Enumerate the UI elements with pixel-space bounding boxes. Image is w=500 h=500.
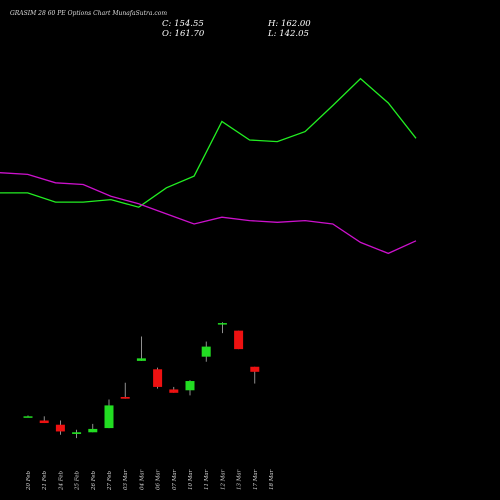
- x-tick-label: 06 Mar: [156, 469, 162, 490]
- candle-body: [217, 323, 227, 325]
- x-tick-label: 20 Feb: [26, 470, 32, 491]
- indicator-line-1: [0, 77, 417, 208]
- x-tick-label: 04 Mar: [139, 469, 145, 490]
- candle-body: [250, 366, 260, 372]
- x-tick-label: 03 Mar: [123, 469, 129, 490]
- open-value: O: 161.70: [162, 29, 205, 39]
- x-tick-label: 18 Mar: [269, 469, 275, 490]
- candle-body: [72, 432, 82, 434]
- candle-body: [120, 397, 130, 399]
- x-tick-label: 25 Feb: [75, 470, 81, 491]
- x-tick-label: 24 Feb: [58, 470, 64, 491]
- chart-title: GRASIM 28 60 PE Options Chart MunafaSutr…: [10, 10, 168, 17]
- candle-body: [23, 416, 33, 418]
- candle-body: [169, 389, 179, 393]
- low-value: L: 142.05: [268, 29, 309, 39]
- x-tick-label: 12 Mar: [220, 469, 226, 490]
- high-value: H: 162.00: [268, 19, 311, 29]
- candle-body: [234, 330, 244, 350]
- candle-body: [201, 346, 211, 357]
- x-tick-label: 07 Mar: [172, 469, 178, 490]
- candle-body: [55, 424, 65, 432]
- candle-body: [88, 428, 98, 433]
- candle-body: [104, 405, 114, 429]
- x-tick-label: 10 Mar: [188, 469, 194, 490]
- x-tick-label: 13 Mar: [237, 469, 243, 490]
- candle-body: [136, 358, 146, 361]
- x-tick-label: 17 Mar: [253, 469, 259, 490]
- candle-body: [153, 369, 163, 387]
- x-tick-label: 11 Mar: [204, 469, 210, 490]
- indicator-line-2: [0, 172, 417, 255]
- x-tick-label: 27 Feb: [107, 470, 113, 491]
- close-value: C: 154.55: [162, 19, 204, 29]
- x-tick-label: 26 Feb: [91, 470, 97, 491]
- x-tick-label: 21 Feb: [42, 470, 48, 491]
- candle-body: [39, 420, 49, 424]
- candle-body: [185, 381, 195, 391]
